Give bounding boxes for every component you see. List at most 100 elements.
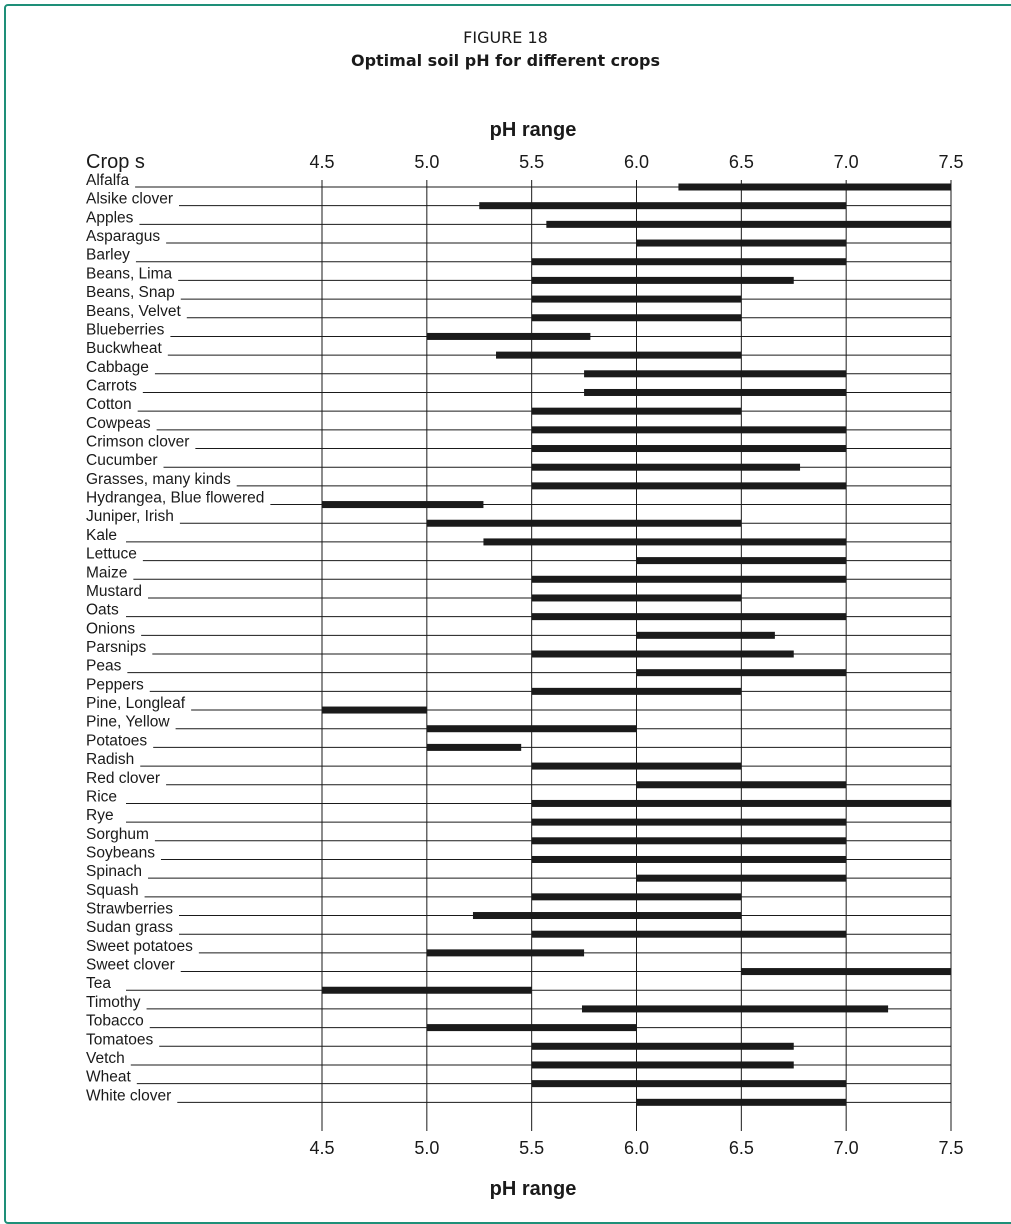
ph-range-bar bbox=[472, 912, 742, 920]
crop-label: Asparagus bbox=[86, 228, 160, 245]
tick-label-top: 6.0 bbox=[624, 152, 649, 172]
ph-range-bar bbox=[636, 781, 847, 789]
ph-range-bar bbox=[531, 818, 847, 826]
crop-label: Cucumber bbox=[86, 452, 158, 469]
tick-label-bottom: 4.5 bbox=[309, 1138, 334, 1158]
ph-range-bar bbox=[322, 501, 484, 509]
ph-range-bar bbox=[584, 388, 847, 396]
crop-label: Tobacco bbox=[86, 1013, 144, 1030]
crop-label: Cabbage bbox=[86, 359, 149, 376]
crop-label: Peas bbox=[86, 658, 122, 675]
figure-label: FIGURE 18 bbox=[463, 28, 548, 47]
crop-label: Carrots bbox=[86, 377, 137, 394]
ph-range-bar bbox=[741, 968, 951, 976]
tick-label-top: 7.0 bbox=[834, 152, 859, 172]
ph-range-bar bbox=[531, 799, 951, 807]
figure-title: Optimal soil pH for different crops bbox=[350, 51, 661, 70]
ph-range-bar bbox=[581, 1005, 889, 1013]
crop-label: Cotton bbox=[86, 396, 132, 413]
ph-range-bar bbox=[531, 575, 847, 583]
ph-range-bar bbox=[531, 407, 742, 415]
crops-column-header: Crop s bbox=[86, 151, 145, 173]
ph-range-bar bbox=[636, 557, 847, 565]
crop-label: Pine, Yellow bbox=[86, 714, 170, 731]
ph-range-bar bbox=[678, 183, 951, 191]
crop-label: Beans, Velvet bbox=[86, 303, 181, 320]
crop-label: Grasses, many kinds bbox=[86, 471, 231, 488]
ph-range-bar bbox=[636, 631, 775, 639]
crop-label: Pine, Longleaf bbox=[86, 695, 186, 712]
crop-label: Sweet clover bbox=[86, 957, 175, 974]
crop-label: Sorghum bbox=[86, 826, 149, 843]
crop-label: Rice bbox=[86, 788, 117, 805]
ph-range-bar bbox=[531, 1080, 847, 1088]
ph-range-bar bbox=[426, 332, 591, 340]
crop-label: Beans, Snap bbox=[86, 284, 175, 301]
ph-range-bar bbox=[531, 463, 801, 471]
crop-label: Apples bbox=[86, 209, 134, 226]
ph-range-bar bbox=[426, 949, 585, 957]
ph-range-bar bbox=[531, 893, 742, 901]
ph-range-bar bbox=[426, 1024, 637, 1032]
x-axis-title-bottom: pH range bbox=[490, 1178, 577, 1200]
crop-label: Onions bbox=[86, 620, 135, 637]
ph-range-bar bbox=[636, 874, 847, 882]
crop-label: Cowpeas bbox=[86, 415, 151, 432]
tick-label-bottom: 5.0 bbox=[414, 1138, 439, 1158]
tick-label-bottom: 6.5 bbox=[729, 1138, 754, 1158]
tick-label-top: 7.5 bbox=[938, 152, 963, 172]
ph-range-bar bbox=[531, 930, 847, 938]
ph-range-bar bbox=[531, 426, 847, 434]
tick-label-bottom: 7.5 bbox=[938, 1138, 963, 1158]
tick-label-bottom: 6.0 bbox=[624, 1138, 649, 1158]
ph-range-bar bbox=[636, 669, 847, 677]
ph-range-bar bbox=[531, 445, 847, 453]
ph-range-bar bbox=[426, 725, 637, 733]
crop-label: Vetch bbox=[86, 1050, 125, 1067]
ph-range-bar bbox=[531, 258, 847, 266]
crop-label: Tomatoes bbox=[86, 1031, 153, 1048]
row-layer bbox=[126, 186, 951, 1103]
ph-range-bar bbox=[426, 519, 742, 527]
ph-range-bar bbox=[322, 986, 532, 994]
crop-label: Timothy bbox=[86, 994, 141, 1011]
crop-label: Parsnips bbox=[86, 639, 147, 656]
crop-label: Soybeans bbox=[86, 844, 155, 861]
ph-range-bar bbox=[584, 370, 847, 378]
crop-label: Mustard bbox=[86, 583, 142, 600]
crop-label: Rye bbox=[86, 807, 114, 824]
ph-range-bar bbox=[531, 314, 742, 322]
crop-label: Alsike clover bbox=[86, 191, 173, 208]
tick-label-top: 5.0 bbox=[414, 152, 439, 172]
ph-range-bar bbox=[531, 1042, 794, 1050]
crop-label: Peppers bbox=[86, 676, 144, 693]
crop-label: Sudan grass bbox=[86, 919, 173, 936]
ph-range-bar bbox=[531, 687, 742, 695]
crop-label: Buckwheat bbox=[86, 340, 163, 357]
crop-label: Oats bbox=[86, 602, 119, 619]
crop-label: Sweet potatoes bbox=[86, 938, 193, 955]
crop-label: Potatoes bbox=[86, 732, 147, 749]
ph-range-bar bbox=[531, 762, 742, 770]
tick-label-top: 6.5 bbox=[729, 152, 754, 172]
crop-label: Maize bbox=[86, 564, 127, 581]
crop-label: Barley bbox=[86, 247, 130, 264]
crop-label: Spinach bbox=[86, 863, 142, 880]
tick-label-top: 5.5 bbox=[519, 152, 544, 172]
bar-layer bbox=[322, 183, 951, 1106]
crop-label: Lettuce bbox=[86, 546, 137, 563]
crop-label: Hydrangea, Blue flowered bbox=[86, 490, 264, 507]
ph-range-bar bbox=[636, 1098, 847, 1106]
ph-range-bar bbox=[531, 613, 847, 621]
x-axis-title-top: pH range bbox=[490, 119, 577, 141]
crop-label: Wheat bbox=[86, 1069, 131, 1086]
tick-label-bottom: 5.5 bbox=[519, 1138, 544, 1158]
ph-range-bar bbox=[636, 239, 847, 247]
crop-label: Squash bbox=[86, 882, 139, 899]
axis-layer: pH range pH range Crop s 4.5 4.5 5.0 5.0 5.5 5.5… bbox=[86, 119, 964, 1200]
ph-range-bar bbox=[479, 202, 847, 210]
ph-range-bar bbox=[531, 594, 742, 602]
crop-label: Beans, Lima bbox=[86, 265, 173, 282]
